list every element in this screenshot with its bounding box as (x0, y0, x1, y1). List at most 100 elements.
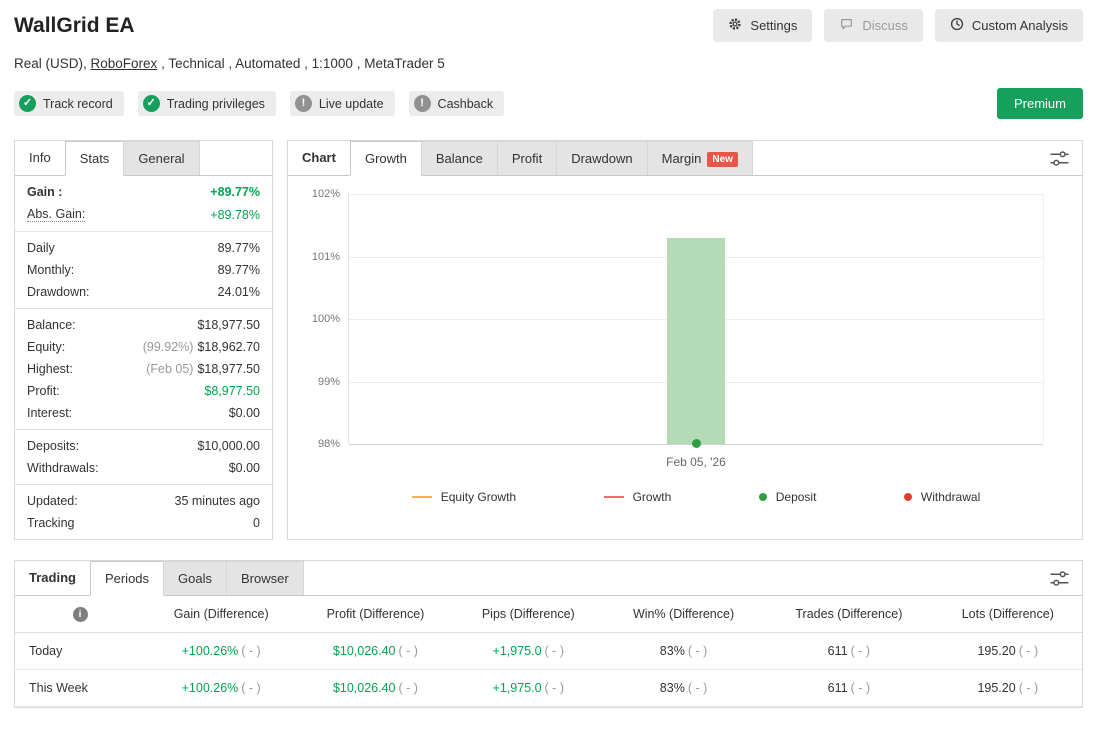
stat-row-balance: Balance: $18,977.50 (15, 314, 272, 336)
info-icon[interactable]: i (72, 607, 88, 622)
legend-label: Equity Growth (440, 490, 517, 504)
badge-cashback[interactable]: ! Cashback (408, 91, 505, 116)
cell-diff: ( - ) (398, 681, 418, 695)
stat-row-highest: Highest: (Feb 05) $18,977.50 (15, 358, 272, 380)
cell-value: 83% (659, 644, 685, 658)
header-actions: Settings Discuss Custom Analysis (713, 9, 1083, 42)
table-row-today: Today +100.26%( - ) $10,026.40( - ) +1,9… (15, 632, 1082, 670)
y-tick-label: 98% (317, 438, 340, 450)
legend-equity-growth[interactable]: Equity Growth (411, 490, 517, 504)
cell-value: +1,975.0 (492, 681, 542, 695)
deposit-dot-marker (758, 493, 767, 501)
y-tick-label: 100% (311, 313, 340, 325)
cell-value: 611 (827, 681, 848, 695)
account-subtitle: Real (USD), RoboForex , Technical , Auto… (14, 56, 1083, 71)
legend-deposit[interactable]: Deposit (758, 490, 816, 504)
stat-label: Daily (27, 241, 55, 255)
stat-label: Interest: (27, 406, 73, 420)
stats-panel: Info Stats General Gain : +89.77% Abs. G… (14, 140, 273, 540)
periods-table: i Gain (Difference) Profit (Difference) … (15, 596, 1082, 707)
col-header-gain: Gain (Difference) (145, 596, 298, 633)
periods-filter-icon[interactable] (1037, 570, 1082, 586)
tab-info[interactable]: Info (29, 150, 51, 165)
y-tick-label: 101% (311, 250, 340, 263)
gridline: 102% (312, 188, 1043, 200)
deposit-marker[interactable] (692, 439, 701, 448)
stat-value-main: $18,977.50 (197, 362, 260, 376)
tab-goals[interactable]: Goals (163, 561, 227, 595)
tab-growth[interactable]: Growth (349, 141, 422, 176)
legend-label: Growth (632, 490, 672, 504)
stat-value: +89.77% (210, 185, 260, 199)
badge-live-update[interactable]: ! Live update (289, 91, 395, 116)
custom-analysis-button-label: Custom Analysis (971, 18, 1068, 33)
tab-drawdown[interactable]: Drawdown (556, 141, 648, 175)
broker-link[interactable]: RoboForex (90, 56, 158, 71)
legend-withdrawal[interactable]: Withdrawal (903, 490, 981, 504)
stats-group-deposits: Deposits: $10,000.00 Withdrawals: $0.00 (15, 430, 272, 485)
stat-value: 35 minutes ago (174, 494, 260, 508)
tab-stats[interactable]: Stats (64, 141, 125, 176)
stat-label: Gain : (27, 185, 63, 199)
badge-track-record[interactable]: ✓ Track record (14, 91, 124, 116)
cell-diff: ( - ) (241, 681, 261, 695)
table-row-this-week: This Week +100.26%( - ) $10,026.40( - ) … (15, 669, 1082, 707)
custom-analysis-button[interactable]: Custom Analysis (934, 9, 1083, 42)
stat-label: Drawdown: (27, 285, 90, 299)
stats-group-balance: Balance: $18,977.50 Equity: (99.92%) $18,… (15, 309, 272, 430)
exclamation-icon: ! (294, 95, 312, 112)
tab-chart[interactable]: Chart (302, 150, 336, 165)
cell-value: +100.26% (181, 681, 239, 695)
badge-trading-privileges[interactable]: ✓ Trading privileges (137, 91, 276, 116)
bottom-tabs: Trading Periods Goals Browser (15, 561, 1082, 596)
main-row: Info Stats General Gain : +89.77% Abs. G… (14, 140, 1083, 540)
stat-value: (Feb 05) $18,977.50 (146, 362, 260, 376)
x-axis-label: Feb 05, '26 (666, 455, 726, 469)
settings-button[interactable]: Settings (713, 9, 813, 42)
tab-margin[interactable]: Margin New (646, 141, 753, 175)
stat-value: $0.00 (228, 461, 260, 475)
subtitle-suffix: , Technical , Automated , 1:1000 , MetaT… (157, 56, 445, 71)
tab-periods[interactable]: Periods (89, 561, 165, 596)
chart-filter-icon[interactable] (1037, 150, 1082, 166)
exclamation-icon: ! (413, 95, 431, 112)
tab-profit[interactable]: Profit (496, 141, 558, 175)
cell-value: 83% (659, 681, 685, 695)
y-tick-label: 102% (311, 188, 340, 200)
tab-balance[interactable]: Balance (420, 141, 498, 175)
stat-label: Tracking (27, 516, 75, 530)
growth-chart: 102% 101% 100% 99% 98% Feb 05, '26 (312, 188, 1044, 469)
stat-row-deposits: Deposits: $10,000.00 (15, 435, 272, 457)
stats-group-periodic: Daily 89.77% Monthly: 89.77% Drawdown: 2… (15, 232, 272, 309)
legend-label: Withdrawal (920, 490, 981, 504)
discuss-button[interactable]: Discuss (824, 9, 923, 42)
discuss-icon (839, 17, 854, 34)
cell-value: +1,975.0 (492, 644, 542, 658)
stat-value: $18,977.50 (197, 318, 260, 332)
chart-tabs: Chart Growth Balance Profit Drawdown Mar… (288, 141, 1082, 176)
withdrawal-dot-marker (903, 493, 912, 501)
periods-panel: Trading Periods Goals Browser i Gain (Di… (14, 560, 1083, 708)
tab-browser[interactable]: Browser (226, 561, 304, 595)
stats-tabs: Info Stats General (15, 141, 272, 176)
stat-value-muted: (99.92%) (142, 340, 194, 354)
col-header-win: Win% (Difference) (602, 596, 765, 633)
period-label: This Week (15, 669, 145, 707)
legend-growth[interactable]: Growth (603, 490, 672, 504)
stat-label: Withdrawals: (27, 461, 99, 475)
cell-diff: ( - ) (850, 644, 871, 658)
premium-button[interactable]: Premium (996, 88, 1083, 119)
growth-bar[interactable] (667, 237, 725, 444)
tab-general[interactable]: General (123, 141, 200, 175)
stat-label: Profit: (27, 384, 60, 398)
cell-value: +100.26% (181, 644, 239, 658)
badges-row: ✓ Track record ✓ Trading privileges ! Li… (14, 88, 1083, 119)
stat-row-withdrawals: Withdrawals: $0.00 (15, 457, 272, 479)
table-header-row: i Gain (Difference) Profit (Difference) … (15, 596, 1082, 633)
cell-diff: ( - ) (241, 644, 261, 658)
stat-row-interest: Interest: $0.00 (15, 402, 272, 424)
tab-trading[interactable]: Trading (29, 570, 76, 585)
clock-icon (950, 17, 964, 34)
badge-label: Live update (318, 96, 384, 111)
chart-legend: Equity Growth Growth Deposit Withdrawal (368, 490, 1024, 504)
